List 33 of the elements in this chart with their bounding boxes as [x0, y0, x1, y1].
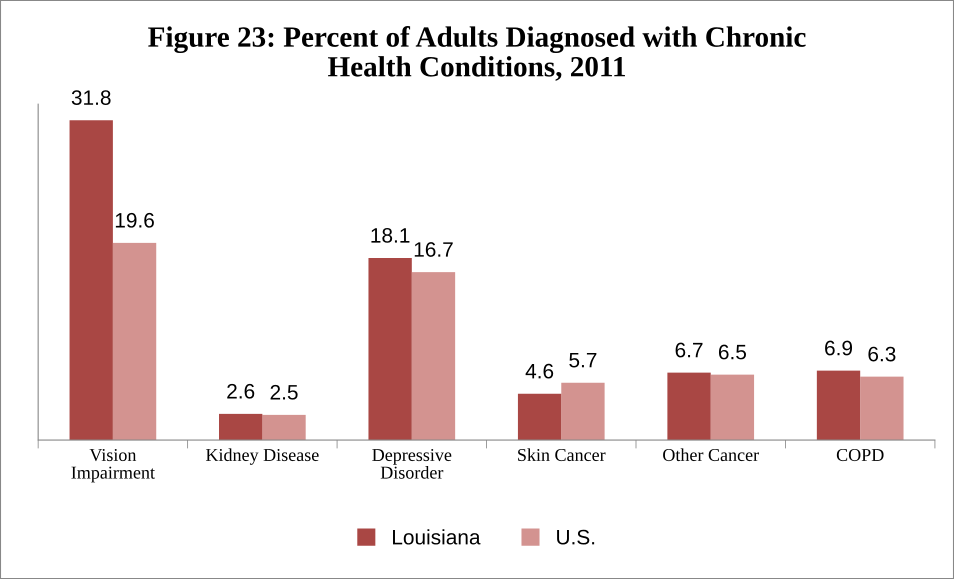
- bar: [412, 272, 456, 440]
- data-label: 6.3: [868, 346, 896, 362]
- data-label: 18.1: [371, 228, 410, 243]
- x-tick-label: Depressive Disorder: [372, 448, 452, 479]
- bar: [518, 394, 562, 440]
- bar: [262, 414, 306, 440]
- x-tick-label: Skin Cancer: [518, 448, 606, 462]
- data-label: 31.8: [72, 90, 111, 105]
- bar: [710, 374, 754, 440]
- x-tick-label: COPD: [836, 448, 884, 462]
- bar: [561, 382, 605, 440]
- x-tick-label: Kidney Disease: [206, 448, 319, 465]
- x-tick-label: Vision Impairment: [71, 448, 155, 482]
- bar: [368, 258, 412, 440]
- bar: [667, 372, 711, 440]
- data-label: 16.7: [414, 242, 453, 257]
- bar: [860, 376, 904, 440]
- bar: [816, 370, 860, 440]
- data-label: 2.5: [270, 384, 298, 400]
- data-label: 5.7: [569, 352, 596, 368]
- legend-label: Louisiana: [393, 529, 481, 545]
- data-label: 2.6: [227, 384, 254, 399]
- x-tick-label: Other Cancer: [663, 448, 759, 462]
- bar: [219, 414, 262, 440]
- data-label: 6.9: [825, 340, 852, 356]
- data-label: 6.5: [718, 344, 746, 360]
- data-label: 19.6: [116, 212, 154, 228]
- bar: [112, 242, 156, 440]
- legend-label: U.S.: [557, 530, 594, 545]
- data-label: 6.7: [676, 342, 702, 358]
- bar: [70, 120, 113, 440]
- chart-title: Figure 23: Percent of Adults Diagnosed with Chronic Health Conditions, 2011: [148, 26, 806, 81]
- data-label: 4.6: [526, 364, 554, 379]
